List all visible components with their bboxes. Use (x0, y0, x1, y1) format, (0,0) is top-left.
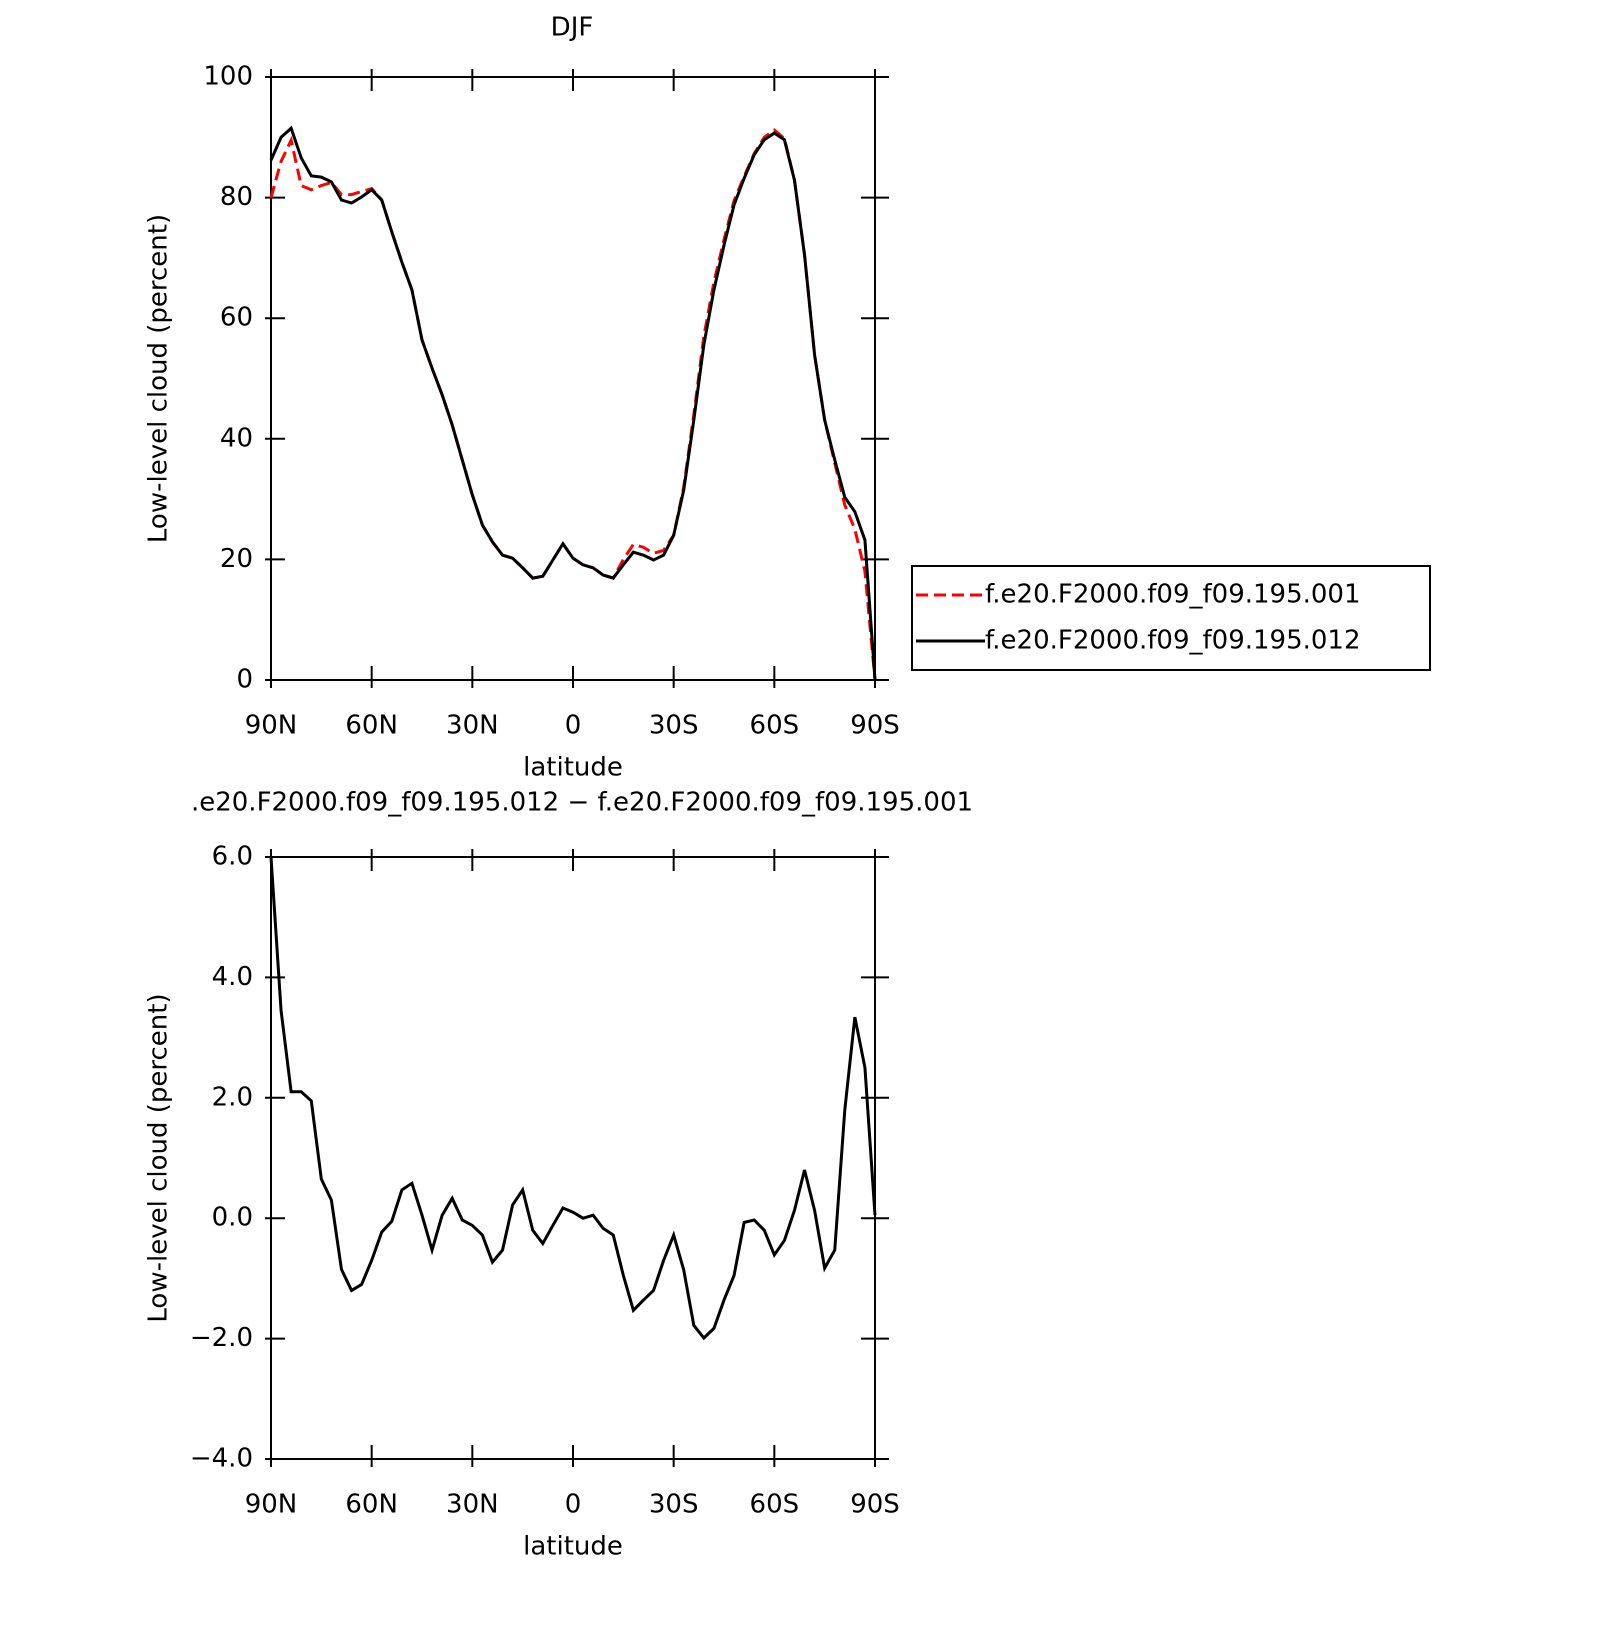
x-axis-label: latitude (523, 753, 623, 783)
y-axis-label: Low-level cloud (percent) (144, 214, 174, 543)
y-tick-label: 0 (236, 665, 253, 695)
x-tick-label: 90N (245, 1490, 298, 1520)
x-axis-label: latitude (523, 1532, 623, 1562)
legend-box (911, 565, 1431, 671)
chart-title: DJF (551, 13, 594, 43)
y-tick-label: 80 (220, 182, 253, 212)
x-tick-label: 30N (446, 711, 499, 741)
y-tick-label: 100 (203, 62, 253, 92)
y-tick-label: 40 (220, 423, 253, 453)
y-tick-label: −2.0 (190, 1323, 253, 1353)
chart-title: .e20.F2000.f09_f09.195.012 − f.e20.F2000… (191, 788, 973, 818)
y-tick-label: 0.0 (212, 1203, 253, 1233)
y-axis-label: Low-level cloud (percent) (144, 993, 174, 1322)
x-tick-label: 60S (750, 711, 800, 741)
legend-label: f.e20.F2000.f09_f09.195.012 (985, 626, 1361, 656)
x-tick-label: 60S (750, 1490, 800, 1520)
x-tick-label: 90N (245, 711, 298, 741)
x-tick-label: 0 (565, 711, 582, 741)
x-tick-label: 60N (345, 711, 398, 741)
x-tick-label: 30N (446, 1490, 499, 1520)
legend-label: f.e20.F2000.f09_f09.195.001 (985, 580, 1361, 610)
x-tick-label: 30S (649, 1490, 699, 1520)
y-tick-label: 2.0 (212, 1082, 253, 1112)
y-tick-label: 20 (220, 544, 253, 574)
x-tick-label: 90S (850, 1490, 900, 1520)
y-tick-label: 6.0 (212, 842, 253, 872)
series-line (269, 128, 877, 681)
y-tick-label: 4.0 (212, 962, 253, 992)
y-tick-label: −4.0 (190, 1444, 253, 1474)
y-tick-label: 60 (220, 303, 253, 333)
series-line (269, 856, 877, 1341)
series-line (269, 125, 877, 681)
x-tick-label: 60N (345, 1490, 398, 1520)
x-tick-label: 90S (850, 711, 900, 741)
plot-frame (270, 76, 876, 681)
plot-frame (270, 856, 876, 1460)
x-tick-label: 30S (649, 711, 699, 741)
x-tick-label: 0 (565, 1490, 582, 1520)
